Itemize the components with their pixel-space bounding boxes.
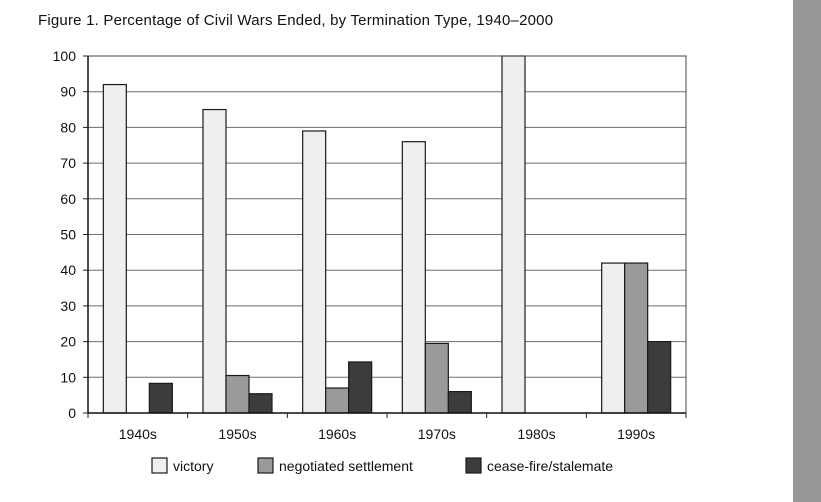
bar-1980s-victory [501,55,526,414]
bar-1940s-victory [102,83,127,414]
legend-label-victory: victory [173,458,213,474]
y-tick-label-90: 90 [60,84,76,100]
bar-1970s-negotiated-settlement [424,342,449,414]
x-tick-label-1970s: 1970s [418,426,456,442]
legend: victory negotiated settlement cease-fire/s… [151,457,613,474]
legend-swatch-negotiated-settlement [257,457,274,474]
y-tick-label-40: 40 [60,262,76,278]
legend-swatch-cease-fire-stalemate [465,457,482,474]
x-tick-label-1960s: 1960s [318,426,356,442]
x-tick-label-1980s: 1980s [517,426,555,442]
axes [83,55,687,418]
y-tick-label-0: 0 [68,405,76,421]
y-tick-label-50: 50 [60,227,76,243]
y-tick-label-10: 10 [60,369,76,385]
bar-1990s-victory [601,262,626,414]
y-tick-label-20: 20 [60,334,76,350]
legend-label-negotiated-settlement: negotiated settlement [279,458,413,474]
x-tick-label-1990s: 1990s [617,426,655,442]
x-tick-labels: 1940s 1950s 1960s 1970s 1980s 1990s [119,426,655,442]
page-edge-band [793,0,821,502]
bar-1990s-negotiated-settlement [624,262,649,414]
bars [102,55,672,414]
bar-1950s-victory [202,108,227,414]
y-tick-label-30: 30 [60,298,76,314]
y-tick-label-80: 80 [60,119,76,135]
chart-title: Figure 1. Percentage of Civil Wars Ended… [38,12,554,29]
legend-label-cease-fire-stalemate: cease-fire/stalemate [487,458,613,474]
x-tick-label-1940s: 1940s [119,426,157,442]
bar-1960s-cease-fire-stalemate [348,361,373,414]
bar-1960s-victory [302,130,327,414]
gridlines [88,55,686,378]
legend-swatch-victory [151,457,168,474]
y-tick-labels: 0 10 20 30 40 50 60 70 80 90 100 [53,48,77,421]
bar-1970s-cease-fire-stalemate [447,390,472,414]
bar-1990s-cease-fire-stalemate [647,341,672,414]
bar-1940s-cease-fire-stalemate [148,382,173,414]
y-tick-label-60: 60 [60,191,76,207]
bar-1970s-victory [401,141,426,414]
bar-1950s-cease-fire-stalemate [248,393,273,414]
x-tick-label-1950s: 1950s [218,426,256,442]
bar-1960s-negotiated-settlement [325,387,350,414]
y-tick-label-100: 100 [53,48,77,64]
y-tick-label-70: 70 [60,155,76,171]
bar-1950s-negotiated-settlement [225,374,250,414]
